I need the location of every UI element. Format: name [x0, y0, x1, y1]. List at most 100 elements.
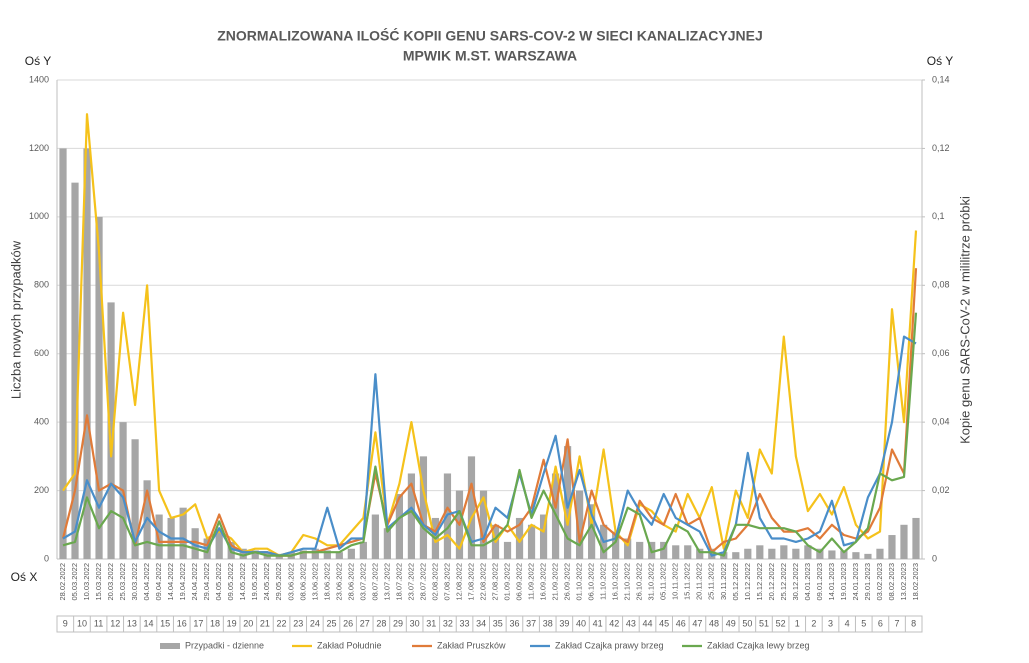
x-tick-label: 24.04.2022: [190, 563, 199, 601]
y-tick-label: 1000: [29, 211, 49, 221]
bar: [515, 517, 524, 559]
week-label: 12: [110, 618, 120, 628]
line: [62, 335, 917, 557]
y2-tick-label: 0,08: [932, 280, 950, 290]
y-tick-label: 1200: [29, 143, 49, 153]
legend-label: Zakład Południe: [317, 640, 382, 650]
x-tick-label: 08.07.2022: [370, 563, 379, 601]
bar: [636, 541, 644, 559]
week-label: 18: [210, 618, 220, 628]
week-label: 51: [759, 618, 769, 628]
y-tick-label: 0: [44, 553, 49, 563]
x-tick-label: 05.11.2022: [659, 563, 668, 600]
x-tick-label: 13.06.2022: [310, 563, 319, 601]
x-tick-label: 03.06.2022: [286, 563, 295, 601]
y2-tick-label: 0,14: [932, 74, 950, 84]
week-label: 47: [692, 618, 702, 628]
y2-tick-label: 0,1: [932, 211, 945, 221]
x-tick-label: 14.05.2022: [238, 563, 247, 601]
line: [62, 312, 918, 557]
bar: [732, 552, 740, 559]
week-label: 4: [845, 618, 850, 628]
week-label: 29: [393, 618, 403, 628]
x-tick-label: 10.11.2022: [671, 563, 680, 600]
x-tick-label: 16.09.2022: [539, 563, 548, 601]
bar: [347, 548, 355, 559]
x-tick-label: 30.11.2022: [719, 563, 728, 600]
bar: [107, 302, 115, 559]
week-label: 13: [127, 618, 137, 628]
week-label: 35: [493, 618, 503, 628]
week-label: 15: [160, 618, 170, 628]
week-label: 8: [911, 618, 916, 628]
y2-tick-label: 0,06: [932, 348, 950, 358]
x-tick-label: 09.04.2022: [154, 563, 163, 601]
x-tick-label: 15.03.2022: [94, 563, 103, 601]
x-tick-label: 28.07.2022: [418, 563, 427, 601]
week-label: 38: [543, 618, 553, 628]
x-tick-label: 25.03.2022: [118, 563, 127, 601]
x-tick-label: 20.03.2022: [106, 563, 115, 601]
x-tick-label: 30.12.2022: [791, 563, 800, 601]
x-tick-label: 10.03.2022: [82, 563, 91, 601]
chart-title: ZNORMALIZOWANA ILOŚĆ KOPII GENU SARS-COV…: [217, 27, 763, 44]
week-label: 36: [509, 618, 519, 628]
bar: [407, 473, 416, 559]
week-label: 21: [260, 618, 270, 628]
x-tick-label: 17.08.2022: [466, 563, 475, 601]
x-tick-label: 24.05.2022: [262, 563, 271, 601]
bar: [419, 456, 428, 559]
x-tick-label: 15.11.2022: [683, 563, 692, 600]
bar: [383, 528, 391, 559]
week-label: 5: [861, 618, 866, 628]
y2-tick-label: 0: [932, 553, 937, 563]
bar: [83, 148, 91, 559]
week-label: 45: [659, 618, 669, 628]
y2-tick-label: 0,02: [932, 485, 950, 495]
bar: [359, 541, 367, 559]
y2-axis-name: Oś Y: [927, 54, 953, 68]
week-label: 30: [410, 618, 420, 628]
bar: [588, 504, 596, 559]
x-tick-label: 16.10.2022: [611, 563, 620, 601]
y-tick-label: 400: [34, 417, 49, 427]
y-tick-label: 600: [34, 348, 49, 358]
x-tick-label: 04.04.2022: [142, 563, 151, 601]
bar: [684, 545, 692, 559]
x-tick-label: 14.01.2023: [827, 563, 836, 601]
week-label: 14: [143, 618, 153, 628]
week-label: 33: [460, 618, 470, 628]
week-label: 28: [376, 618, 386, 628]
x-tick-label: 04.01.2023: [803, 563, 812, 601]
x-tick-label: 09.05.2022: [226, 563, 235, 601]
week-label: 44: [643, 618, 653, 628]
week-label: 22: [277, 618, 287, 628]
week-label: 17: [193, 618, 203, 628]
x-tick-label: 25.12.2022: [779, 563, 788, 601]
bar: [527, 524, 536, 559]
bar: [660, 541, 668, 559]
x-tick-label: 23.07.2022: [406, 563, 415, 601]
week-label: 37: [526, 618, 536, 628]
week-label: 10: [77, 618, 87, 628]
x-tick-label: 03.02.2023: [875, 563, 884, 601]
line: [62, 113, 918, 557]
x-tick-label: 07.08.2022: [442, 563, 451, 601]
legend-swatch: [160, 643, 180, 649]
bar: [804, 545, 812, 559]
x-tick-label: 24.01.2023: [851, 563, 860, 601]
chart-subtitle: MPWIK M.ST. WARSZAWA: [403, 48, 577, 64]
bar: [888, 535, 896, 559]
bar: [467, 456, 476, 559]
week-label: 43: [626, 618, 636, 628]
x-axis-name: Oś X: [11, 570, 38, 584]
bar: [756, 545, 764, 559]
week-label: 39: [559, 618, 569, 628]
bar: [371, 514, 379, 559]
bar: [696, 548, 704, 559]
y-axis-label: Liczba nowych przypadków: [8, 240, 23, 399]
x-tick-label: 21.10.2022: [623, 563, 632, 601]
bar: [323, 550, 331, 559]
bar: [503, 541, 512, 559]
x-tick-label: 31.10.2022: [647, 563, 656, 601]
